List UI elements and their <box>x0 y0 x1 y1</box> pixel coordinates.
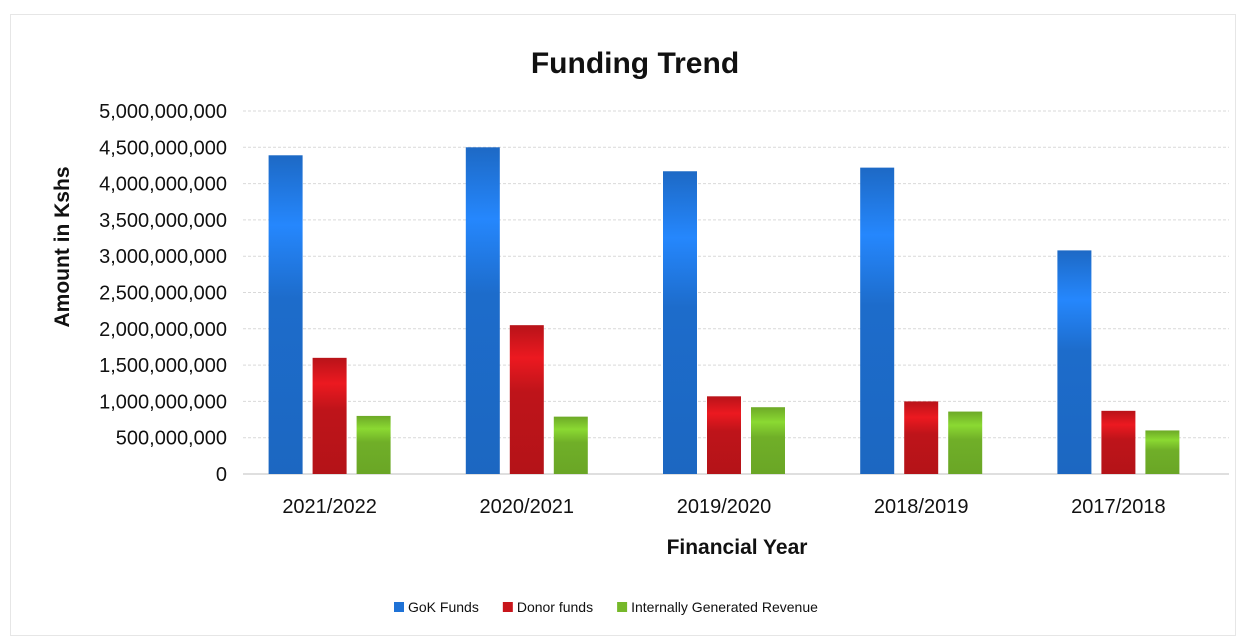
bar-donor-funds-1 <box>509 325 544 474</box>
legend-label: Internally Generated Revenue <box>631 599 818 615</box>
x-tick-label: 2017/2018 <box>1071 496 1166 518</box>
bar-donor-funds-0 <box>312 357 347 474</box>
chart-title: Funding Trend <box>531 47 739 80</box>
bar-gok-funds-2 <box>663 171 697 474</box>
bar-gok-funds-0 <box>268 155 303 474</box>
bar-gok-funds-4 <box>1057 250 1092 474</box>
bar-donor-funds-4 <box>1101 410 1136 474</box>
y-tick-label: 3,500,000,000 <box>99 210 227 232</box>
legend: GoK Funds Donor funds Internally Generated… <box>394 599 818 615</box>
bars <box>268 147 1180 475</box>
funding-trend-chart: Funding Trend 0 500,000,000 1,000,000,000 1… <box>51 47 1229 615</box>
x-tick-label: 2020/2021 <box>480 496 575 518</box>
y-tick-label: 4,500,000,000 <box>99 137 227 159</box>
legend-swatch <box>394 602 404 612</box>
bar-internally-generated-revenue-4 <box>1145 430 1180 474</box>
bar-gok-funds-1 <box>465 147 500 475</box>
y-tick-label: 2,500,000,000 <box>99 283 227 305</box>
y-tick-label: 0 <box>216 464 227 486</box>
y-tick-label: 1,500,000,000 <box>99 355 227 377</box>
y-axis-ticks: 0 500,000,000 1,000,000,000 1,500,000,000 2,… <box>99 101 227 486</box>
legend-swatch <box>617 602 628 612</box>
x-tick-label: 2021/2022 <box>282 496 377 518</box>
x-axis-title: Financial Year <box>667 536 808 559</box>
chart-frame: Funding Trend 0 500,000,000 1,000,000,000 1… <box>10 14 1236 636</box>
bar-donor-funds-2 <box>707 396 741 474</box>
bar-internally-generated-revenue-1 <box>553 416 588 474</box>
y-axis-title: Amount in Kshs <box>51 167 74 328</box>
x-axis-ticks: 2021/2022 2020/2021 2019/2020 2018/2019 2017… <box>282 496 1165 518</box>
x-tick-label: 2018/2019 <box>874 496 969 518</box>
legend-label: Donor funds <box>517 599 593 615</box>
y-tick-label: 3,000,000,000 <box>99 246 227 268</box>
y-tick-label: 5,000,000,000 <box>99 101 227 123</box>
legend-label: GoK Funds <box>408 599 479 615</box>
y-tick-label: 1,000,000,000 <box>99 391 227 413</box>
y-tick-label: 500,000,000 <box>116 428 227 450</box>
bar-internally-generated-revenue-0 <box>356 415 391 474</box>
x-tick-label: 2019/2020 <box>677 496 772 518</box>
y-tick-label: 4,000,000,000 <box>99 174 227 196</box>
bar-donor-funds-3 <box>904 401 939 474</box>
bar-internally-generated-revenue-3 <box>948 411 983 474</box>
bar-gok-funds-3 <box>860 167 895 475</box>
y-tick-label: 2,000,000,000 <box>99 319 227 341</box>
legend-swatch <box>502 602 513 612</box>
bar-internally-generated-revenue-2 <box>751 407 785 474</box>
